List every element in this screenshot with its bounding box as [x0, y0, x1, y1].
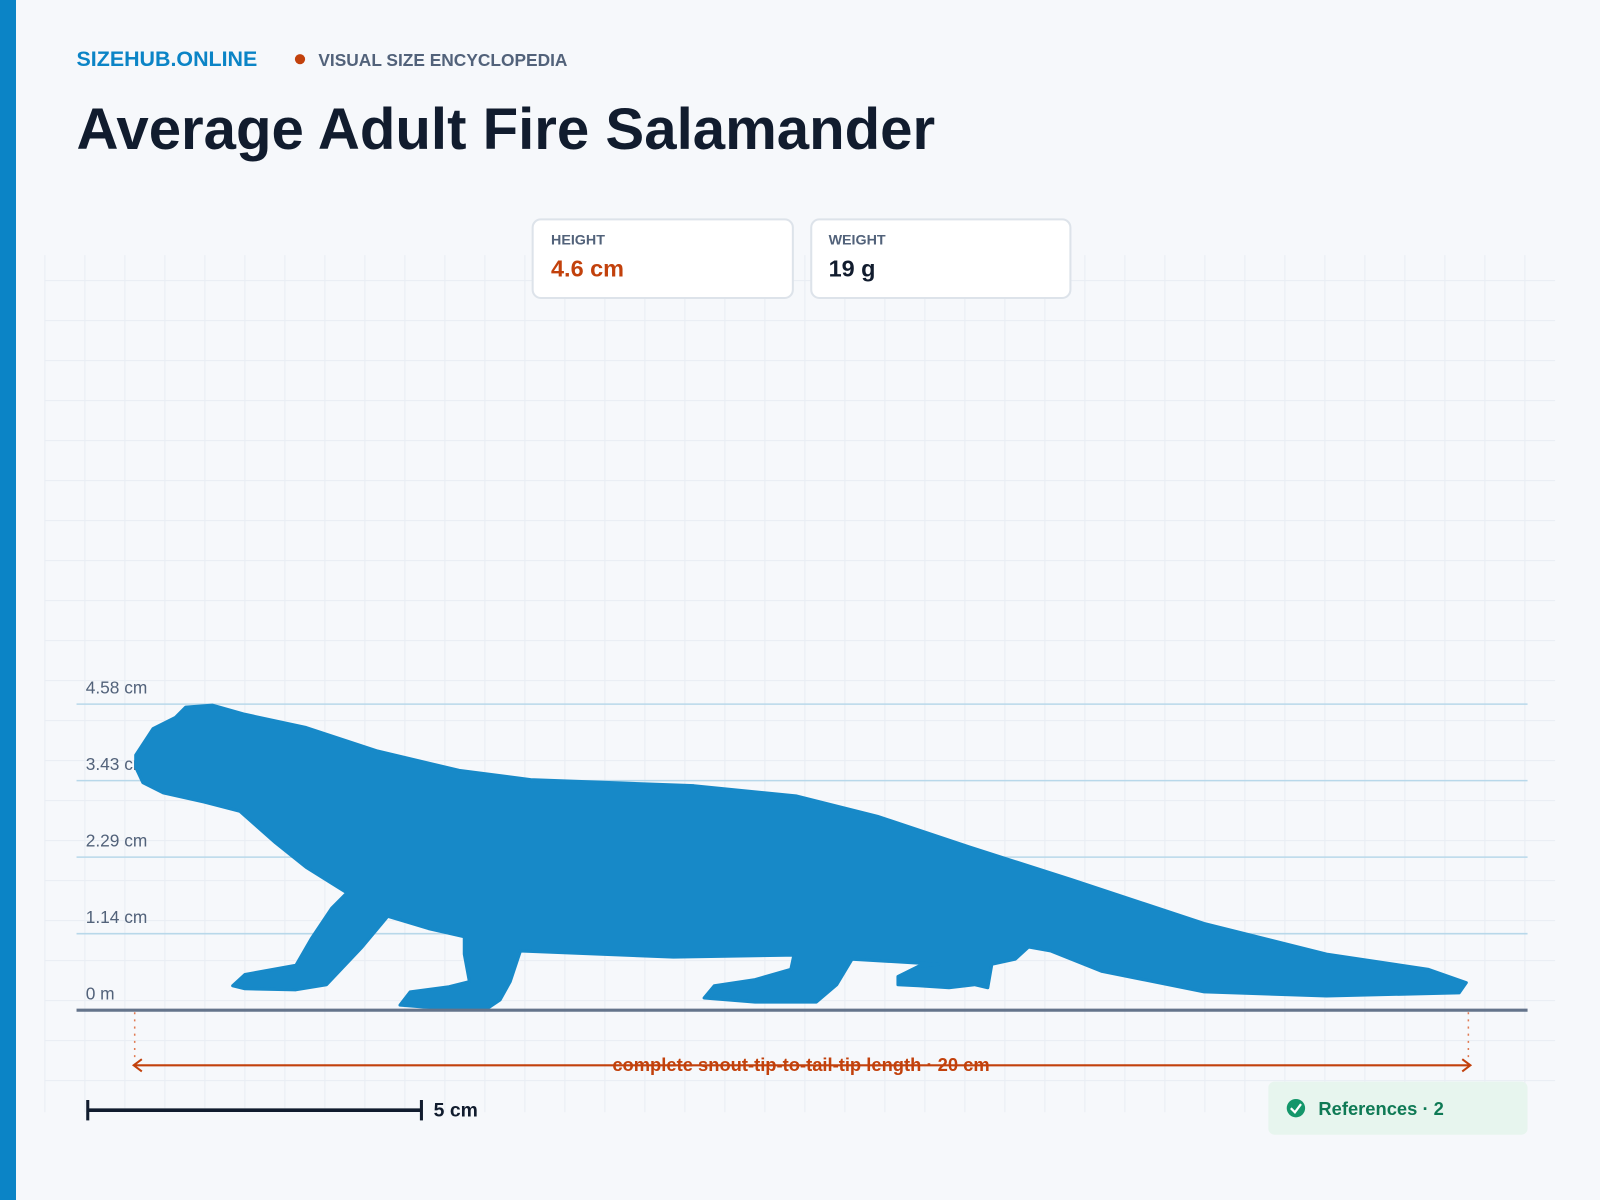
stat-card — [531, 218, 794, 299]
stat-value: 4.6 cm — [551, 256, 624, 282]
length-label: complete snout-tip-to-tail-tip length · … — [612, 1054, 989, 1075]
stat-label: HEIGHT — [551, 233, 605, 249]
separator-dot — [294, 54, 306, 65]
accent-bar — [0, 0, 16, 1200]
salamander-silhouette — [134, 703, 1468, 1010]
stat-label: WEIGHT — [829, 233, 886, 249]
references-badge[interactable] — [1268, 1081, 1528, 1135]
ruler-label: 1.14 cm — [86, 907, 148, 927]
references-label[interactable]: References · 2 — [1318, 1098, 1444, 1119]
check-mark — [1290, 1103, 1302, 1114]
ruler-label: 4.58 cm — [86, 677, 148, 697]
page-title: Average Adult Fire Salamander — [77, 97, 936, 162]
stat-card — [810, 218, 1072, 299]
ruler-label: 3.43 cm — [86, 754, 148, 774]
ruler-label: 2.29 cm — [86, 830, 148, 850]
stat-value: 19 g — [829, 256, 876, 282]
brand[interactable]: SIZEHUB.ONLINE — [77, 47, 258, 71]
arrow-heads — [131, 1058, 1473, 1073]
content: SIZEHUB.ONLINE VISUAL SIZE ENCYCLOPEDIA … — [44, 47, 1556, 1135]
check-icon — [1286, 1098, 1306, 1118]
ruler-label: 0 m — [86, 983, 115, 1003]
tagline: VISUAL SIZE ENCYCLOPEDIA — [318, 50, 568, 70]
scale-bar-label: 5 cm — [434, 1099, 478, 1121]
